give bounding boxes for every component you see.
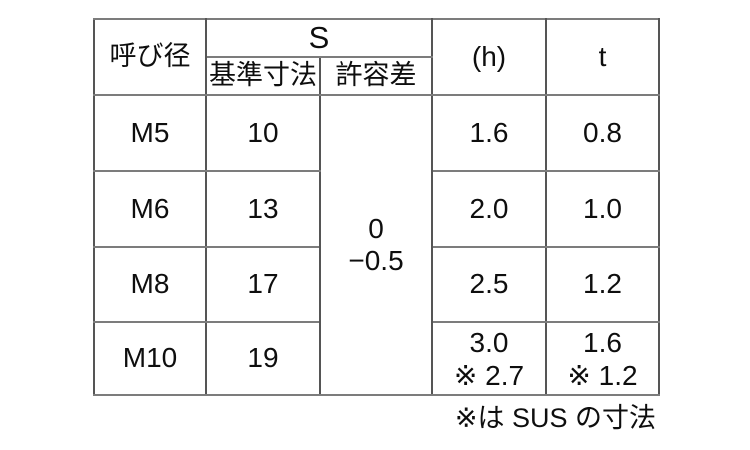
cell-m10-s-basic: 19 — [205, 321, 321, 396]
header-row-sub: 基準寸法 許容差 — [94, 56, 659, 96]
cell-m5-name: M5 — [93, 94, 207, 172]
cell-m8-t: 1.2 — [545, 246, 660, 323]
tolerance-upper: 0 — [368, 213, 384, 244]
cell-m5-t: 0.8 — [545, 94, 660, 172]
cell-m6-name: M6 — [93, 170, 207, 248]
cell-m10-name: M10 — [93, 321, 207, 396]
m10-t-sus-note: ※ 1.2 — [567, 359, 638, 391]
table-row-m6: M6 13 2.0 1.0 — [93, 170, 660, 248]
header-s-basic-dimension: 基準寸法 — [205, 56, 321, 96]
tolerance-lower: −0.5 — [348, 245, 404, 276]
m10-h-value: 3.0 — [469, 326, 509, 358]
cell-m5-h: 1.6 — [431, 94, 547, 172]
m10-h-sus-note: ※ 2.7 — [453, 359, 525, 391]
cell-tolerance-merged: 0 −0.5 — [319, 94, 433, 396]
cell-m10-h: 3.0 ※ 2.7 — [431, 321, 547, 396]
table-row-m10: M10 19 3.0 ※ 2.7 1.6 ※ 1.2 — [93, 321, 660, 396]
cell-m8-h: 2.5 — [431, 246, 547, 323]
cell-m5-s-basic: 10 — [205, 94, 321, 172]
cell-m6-s-basic: 13 — [205, 170, 321, 248]
table-row-m5: M5 10 0 −0.5 1.6 0.8 — [93, 94, 660, 396]
header-row-top: 呼び径 S (h) t — [93, 18, 660, 96]
cell-m6-h: 2.0 — [431, 170, 547, 248]
table-footnote: ※は SUS の寸法 — [454, 403, 656, 433]
header-h: (h) — [431, 18, 547, 96]
cell-m8-name: M8 — [93, 246, 207, 323]
header-s-tolerance: 許容差 — [319, 56, 433, 96]
cell-m10-t: 1.6 ※ 1.2 — [545, 321, 660, 396]
header-t: t — [545, 18, 660, 96]
dimension-table: 呼び径 S (h) t 基準寸法 許容差 M5 10 0 −0.5 1.6 0.… — [93, 18, 660, 396]
cell-m8-s-basic: 17 — [205, 246, 321, 323]
cell-m6-t: 1.0 — [545, 170, 660, 248]
table-row-m8: M8 17 2.5 1.2 — [93, 246, 660, 323]
header-nominal-diameter: 呼び径 — [93, 18, 207, 96]
header-s: S — [205, 18, 433, 58]
m10-t-value: 1.6 — [583, 326, 622, 358]
